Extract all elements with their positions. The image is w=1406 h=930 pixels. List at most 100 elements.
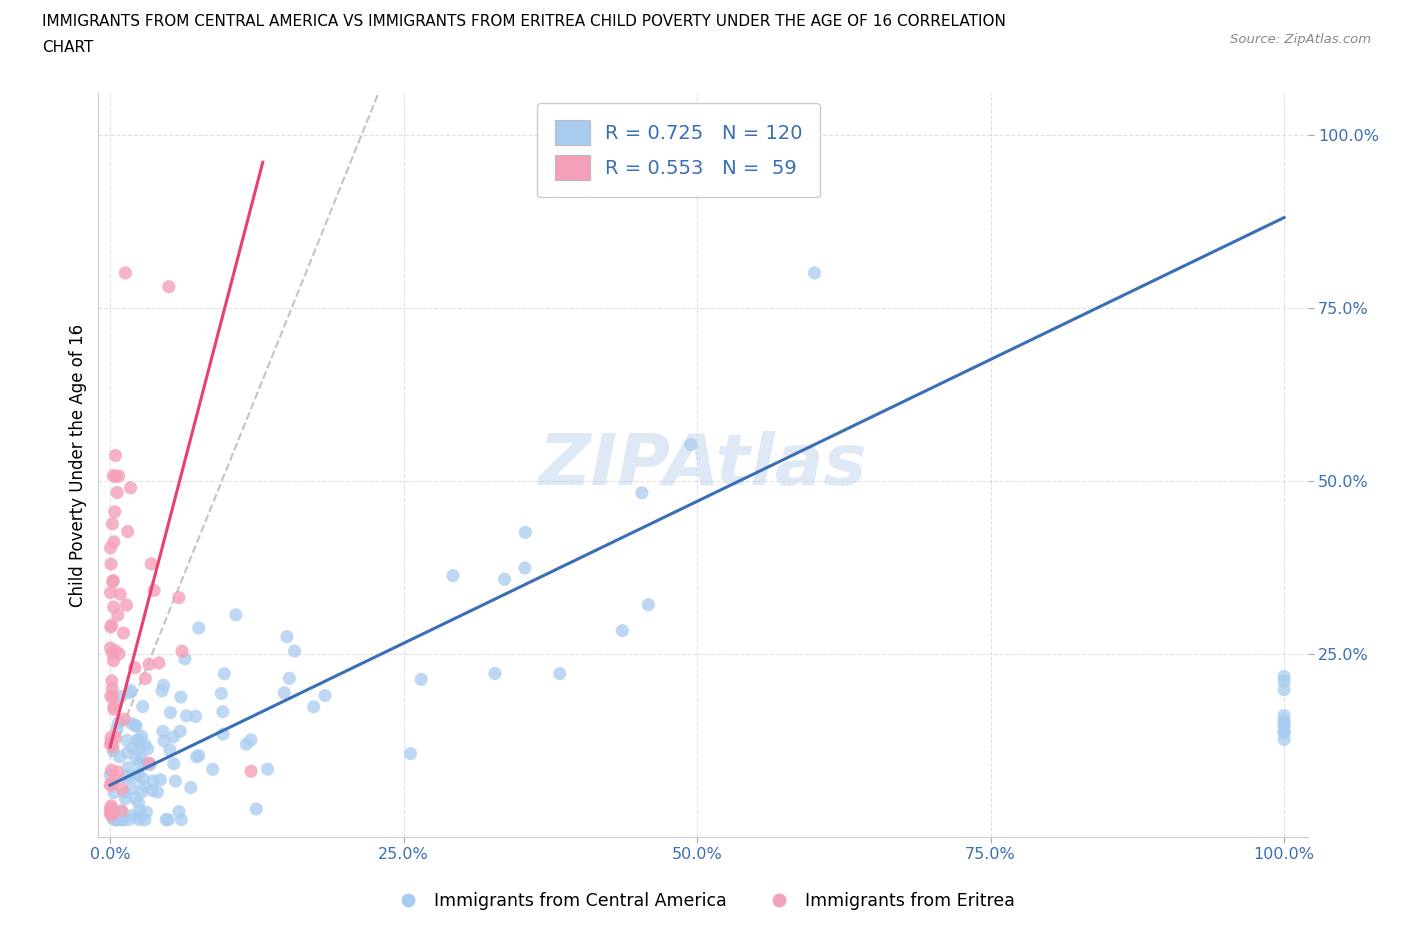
Point — [120, 684, 142, 698]
Point — [103, 535, 125, 550]
Point — [170, 812, 193, 827]
Point — [187, 620, 209, 635]
Point — [128, 812, 150, 827]
Point — [121, 716, 143, 731]
Point — [276, 630, 298, 644]
Point — [104, 730, 127, 745]
Point — [100, 641, 122, 656]
Point — [114, 791, 136, 806]
Point — [115, 771, 138, 786]
Point — [494, 572, 516, 587]
Point — [103, 785, 125, 800]
Point — [128, 733, 150, 748]
Point — [174, 651, 197, 666]
Point — [100, 808, 122, 823]
Point — [1272, 724, 1295, 739]
Legend: Immigrants from Central America, Immigrants from Eritrea: Immigrants from Central America, Immigra… — [384, 884, 1022, 917]
Point — [103, 804, 125, 819]
Point — [162, 729, 184, 744]
Point — [125, 719, 148, 734]
Point — [159, 742, 181, 757]
Y-axis label: Child Poverty Under the Age of 16: Child Poverty Under the Age of 16 — [69, 324, 87, 606]
Point — [157, 279, 180, 294]
Legend: R = 0.725   N = 120, R = 0.553   N =  59: R = 0.725 N = 120, R = 0.553 N = 59 — [537, 102, 820, 197]
Point — [136, 741, 159, 756]
Point — [103, 468, 125, 483]
Point — [104, 812, 127, 827]
Point — [240, 764, 263, 778]
Point — [411, 672, 433, 687]
Point — [117, 812, 139, 827]
Point — [176, 709, 198, 724]
Point — [127, 809, 149, 824]
Point — [98, 777, 121, 792]
Point — [115, 733, 138, 748]
Point — [103, 702, 125, 717]
Point — [441, 568, 464, 583]
Point — [107, 764, 129, 779]
Point — [117, 745, 139, 760]
Point — [100, 735, 122, 750]
Point — [104, 448, 127, 463]
Point — [121, 808, 143, 823]
Point — [211, 704, 233, 719]
Point — [135, 804, 157, 819]
Point — [104, 644, 127, 658]
Point — [283, 644, 305, 658]
Point — [98, 805, 121, 820]
Point — [101, 516, 124, 531]
Point — [1272, 713, 1295, 728]
Point — [134, 671, 156, 686]
Point — [235, 737, 257, 751]
Point — [127, 733, 149, 748]
Point — [129, 749, 152, 764]
Point — [128, 740, 150, 755]
Point — [1272, 715, 1295, 730]
Point — [111, 781, 134, 796]
Point — [273, 685, 295, 700]
Point — [98, 767, 121, 782]
Point — [101, 673, 124, 688]
Text: IMMIGRANTS FROM CENTRAL AMERICA VS IMMIGRANTS FROM ERITREA CHILD POVERTY UNDER T: IMMIGRANTS FROM CENTRAL AMERICA VS IMMIG… — [42, 14, 1007, 29]
Point — [101, 805, 124, 820]
Point — [184, 709, 207, 724]
Point — [187, 748, 209, 763]
Point — [129, 803, 152, 817]
Point — [112, 711, 135, 726]
Point — [105, 812, 128, 827]
Point — [169, 724, 191, 738]
Point — [100, 776, 122, 790]
Point — [104, 504, 127, 519]
Point — [201, 762, 224, 777]
Point — [186, 750, 208, 764]
Point — [138, 657, 160, 671]
Point — [153, 734, 176, 749]
Point — [105, 722, 128, 737]
Point — [1272, 669, 1295, 684]
Point — [105, 485, 128, 499]
Point — [103, 772, 125, 787]
Point — [148, 656, 170, 671]
Point — [100, 730, 122, 745]
Point — [134, 812, 156, 827]
Point — [1272, 683, 1295, 698]
Point — [107, 469, 129, 484]
Point — [163, 756, 186, 771]
Text: ZIPAtlas: ZIPAtlas — [538, 431, 868, 499]
Point — [1272, 674, 1295, 689]
Point — [127, 795, 149, 810]
Point — [100, 763, 122, 777]
Point — [120, 481, 142, 496]
Point — [104, 470, 127, 485]
Point — [131, 729, 153, 744]
Point — [209, 686, 232, 701]
Point — [159, 705, 181, 720]
Point — [115, 598, 138, 613]
Point — [124, 790, 146, 805]
Point — [1272, 732, 1295, 747]
Point — [138, 756, 160, 771]
Point — [141, 556, 163, 571]
Point — [637, 597, 659, 612]
Point — [110, 689, 132, 704]
Point — [214, 666, 236, 681]
